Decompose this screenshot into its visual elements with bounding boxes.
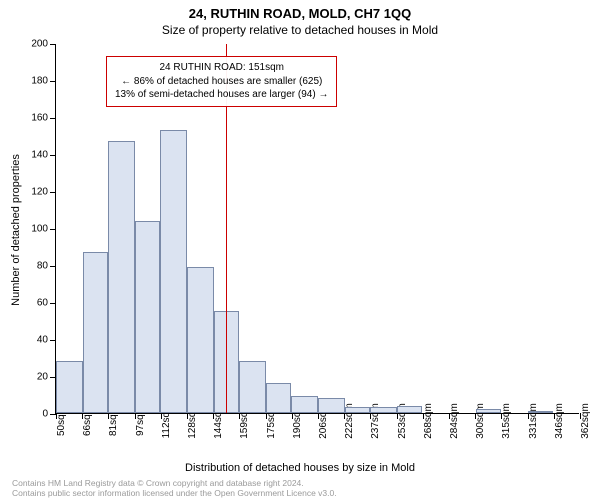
annotation-line-3: 13% of semi-detached houses are larger (… [115, 88, 328, 102]
plot-area: 02040608010012014016018020050sqm66sqm81s… [55, 44, 579, 414]
y-tick [50, 118, 56, 119]
annotation-line-2: ← 86% of detached houses are smaller (62… [115, 75, 328, 89]
histogram-bar [108, 141, 135, 413]
y-tick-label: 120 [31, 187, 48, 198]
histogram-bar [397, 406, 422, 413]
histogram-bar [370, 407, 397, 413]
chart-supertitle: 24, RUTHIN ROAD, MOLD, CH7 1QQ [0, 0, 600, 21]
y-axis-title: Number of detached properties [10, 154, 22, 306]
histogram-bar [83, 252, 108, 413]
x-axis-title: Distribution of detached houses by size … [0, 462, 600, 474]
histogram-bar [476, 409, 501, 413]
histogram-bar [266, 383, 291, 413]
histogram-bar [187, 267, 214, 413]
y-tick-label: 20 [37, 372, 48, 383]
annotation-box: 24 RUTHIN ROAD: 151sqm← 86% of detached … [106, 56, 337, 107]
chart-area: 02040608010012014016018020050sqm66sqm81s… [55, 44, 579, 414]
y-tick-label: 200 [31, 39, 48, 50]
y-tick [50, 155, 56, 156]
histogram-bar [528, 411, 553, 413]
y-tick-label: 140 [31, 150, 48, 161]
footer-line-1: Contains HM Land Registry data © Crown c… [12, 478, 337, 488]
y-tick [50, 340, 56, 341]
chart-title: Size of property relative to detached ho… [0, 21, 600, 37]
x-tick-label: 346sqm [554, 403, 565, 439]
y-tick [50, 229, 56, 230]
y-tick-label: 0 [42, 409, 48, 420]
y-tick-label: 40 [37, 335, 48, 346]
histogram-bar [160, 130, 187, 413]
x-tick-label: 268sqm [423, 403, 434, 439]
annotation-line-1: 24 RUTHIN ROAD: 151sqm [115, 61, 328, 75]
histogram-bar [239, 361, 266, 413]
y-tick-label: 180 [31, 76, 48, 87]
x-tick-label: 284sqm [449, 403, 460, 439]
footer-attribution: Contains HM Land Registry data © Crown c… [12, 478, 337, 498]
y-tick-label: 60 [37, 298, 48, 309]
histogram-bar [318, 398, 345, 413]
y-tick [50, 192, 56, 193]
y-tick-label: 160 [31, 113, 48, 124]
histogram-bar [56, 361, 83, 413]
y-tick [50, 44, 56, 45]
histogram-bar [291, 396, 318, 413]
y-tick-label: 80 [37, 261, 48, 272]
x-tick-label: 362sqm [580, 403, 591, 439]
footer-line-2: Contains public sector information licen… [12, 488, 337, 498]
x-tick-label: 315sqm [501, 403, 512, 439]
histogram-bar [135, 221, 160, 413]
histogram-bar [345, 407, 370, 413]
y-tick [50, 81, 56, 82]
x-tick-label: 331sqm [528, 403, 539, 439]
y-tick [50, 303, 56, 304]
y-tick-label: 100 [31, 224, 48, 235]
y-tick [50, 266, 56, 267]
